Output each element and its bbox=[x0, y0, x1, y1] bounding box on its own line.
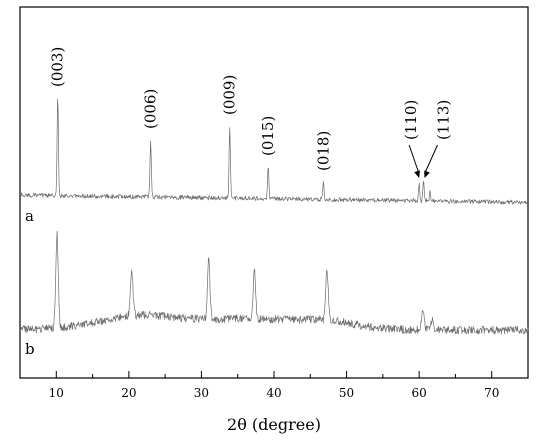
annotation-arrow bbox=[408, 144, 420, 175]
annotation-arrowhead bbox=[424, 170, 430, 178]
peak-label: (015) bbox=[259, 116, 277, 156]
x-tick-label: 20 bbox=[121, 386, 136, 400]
series-label-b: b bbox=[25, 340, 35, 358]
x-tick-label: 10 bbox=[49, 386, 64, 400]
x-tick-label: 60 bbox=[412, 386, 427, 400]
peak-label: (009) bbox=[221, 75, 239, 115]
x-axis: 10 20 30 40 50 60 70 bbox=[19, 371, 529, 400]
patterns bbox=[19, 98, 529, 335]
peak-label: (113) bbox=[434, 100, 452, 140]
peak-label: (018) bbox=[314, 131, 332, 171]
trace-a bbox=[19, 98, 529, 205]
annotation-arrow bbox=[424, 144, 438, 175]
x-tick-label: 40 bbox=[266, 386, 281, 400]
series-label-a: a bbox=[25, 207, 34, 225]
x-axis-title: 2θ (degree) bbox=[227, 415, 321, 434]
x-tick-label: 30 bbox=[194, 386, 209, 400]
series-labels: ab bbox=[25, 207, 35, 358]
peak-label: (006) bbox=[142, 89, 160, 129]
peak-label: (110) bbox=[402, 100, 420, 140]
peak-annotations: (003) (006) (009) (015) (018) (110) (113) bbox=[49, 47, 452, 178]
trace-b bbox=[19, 230, 529, 335]
peak-label: (003) bbox=[49, 47, 67, 87]
x-tick-label: 50 bbox=[339, 386, 354, 400]
annotation-arrowhead bbox=[414, 170, 420, 178]
x-tick-label: 70 bbox=[484, 386, 499, 400]
plot-frame bbox=[19, 6, 529, 379]
